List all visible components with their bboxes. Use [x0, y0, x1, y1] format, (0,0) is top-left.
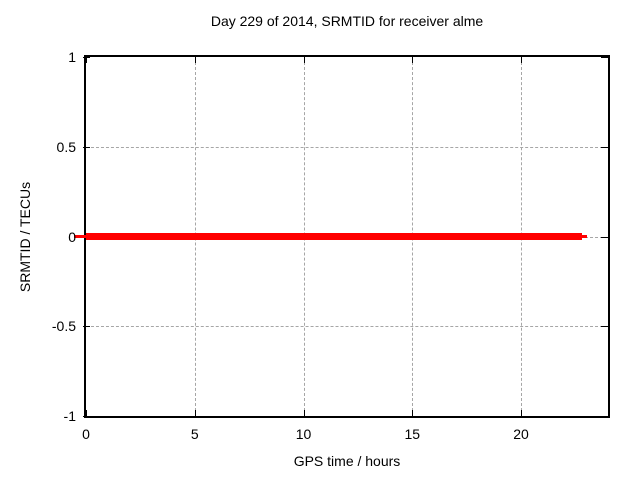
y-tick-mark-left [83, 57, 90, 58]
x-tick-mark-bottom [412, 410, 414, 416]
x-tick-label: 10 [295, 426, 312, 442]
y-tick-mark-right [601, 416, 608, 417]
y-tick-mark-right [601, 326, 608, 328]
x-tick-mark-top [412, 57, 414, 63]
x-tick-label: 15 [404, 426, 421, 442]
x-tick-mark-bottom [303, 410, 305, 416]
x-tick-mark-bottom [194, 410, 196, 416]
x-tick-mark-bottom [86, 410, 87, 416]
y-tick-mark-right [601, 57, 608, 58]
x-axis-label: GPS time / hours [293, 453, 401, 469]
series-line-start-cap [74, 235, 86, 238]
gridline-horizontal [86, 326, 608, 328]
plot-area [74, 55, 610, 418]
y-tick-label: 0 [68, 228, 76, 245]
y-tick-label: 1 [68, 49, 76, 65]
y-tick-label: 0.5 [56, 138, 76, 155]
x-tick-mark-top [86, 57, 87, 63]
y-tick-mark-right [601, 236, 608, 238]
y-tick-label: -1 [63, 408, 76, 424]
x-tick-label: 20 [513, 426, 529, 442]
x-tick-label: 5 [190, 426, 199, 442]
x-tick-mark-top [521, 57, 522, 63]
x-tick-mark-top [303, 57, 305, 63]
y-tick-mark-left [83, 326, 90, 328]
chart-title: Day 229 of 2014, SRMTID for receiver alm… [210, 13, 484, 29]
x-tick-mark-bottom [521, 410, 522, 416]
x-tick-mark-top [194, 57, 196, 63]
series-line-end-cap [581, 235, 587, 238]
gridline-horizontal [86, 146, 608, 148]
y-tick-mark-left [83, 416, 90, 417]
y-tick-label: -0.5 [51, 318, 76, 335]
series-line-srmtid [86, 233, 582, 240]
y-tick-mark-right [601, 146, 608, 148]
x-tick-label: 0 [82, 426, 90, 442]
y-tick-mark-left [83, 146, 90, 148]
